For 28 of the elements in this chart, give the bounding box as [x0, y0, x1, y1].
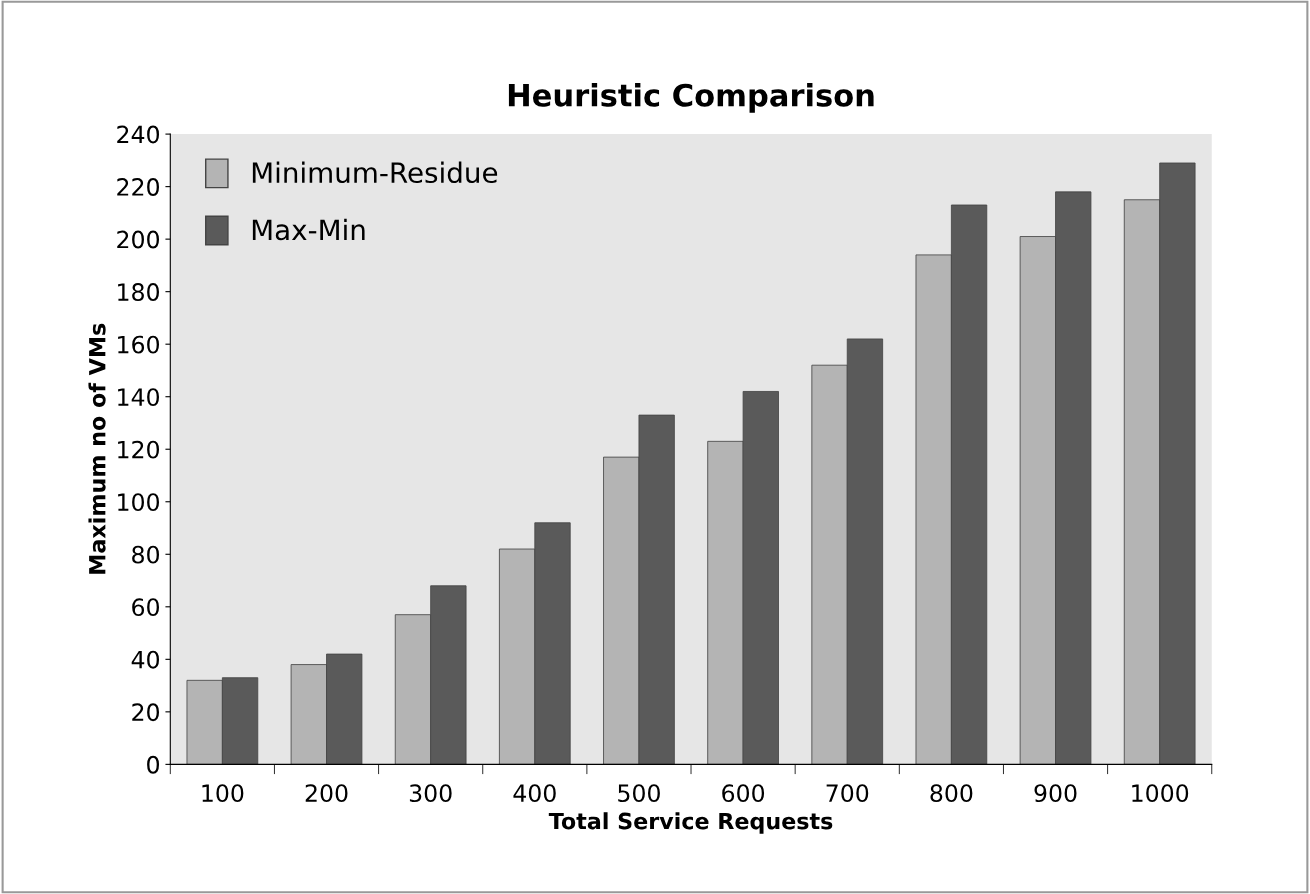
y-axis-title: Maximum no of VMs	[88, 323, 106, 574]
y-tick-label: 0	[147, 755, 160, 774]
y-tick-label: 60	[132, 598, 160, 617]
chart-title: Heuristic Comparison	[508, 83, 874, 113]
x-axis-title: Total Service Requests	[548, 812, 833, 834]
x-tick-label: 900	[1034, 784, 1077, 803]
y-tick-label: 160	[118, 335, 160, 354]
legend-label: Max-Min	[252, 218, 365, 241]
y-tick-label: 40	[131, 650, 160, 669]
x-tick-label: 400	[513, 784, 556, 803]
x-tick-label: 300	[409, 784, 452, 803]
y-tick-label: 200	[117, 230, 160, 249]
x-tick-label: 100	[202, 784, 244, 803]
x-tick-label: 1000	[1132, 784, 1189, 803]
y-tick-label: 180	[118, 283, 160, 301]
y-tick-label: 120	[118, 440, 160, 459]
x-tick-label: 500	[618, 784, 660, 803]
y-tick-label: 80	[132, 545, 160, 564]
legend-label: Minimum-Residue	[252, 161, 498, 184]
y-tick-label: 220	[117, 178, 160, 196]
y-tick-label: 240	[117, 125, 160, 144]
y-tick-label: 140	[118, 388, 160, 407]
y-tick-label: 100	[118, 493, 160, 512]
x-tick-label: 800	[930, 784, 973, 803]
x-tick-label: 600	[722, 784, 765, 803]
y-tick-label: 20	[132, 703, 160, 722]
x-tick-label: 200	[305, 784, 348, 803]
x-tick-label: 700	[826, 784, 869, 803]
